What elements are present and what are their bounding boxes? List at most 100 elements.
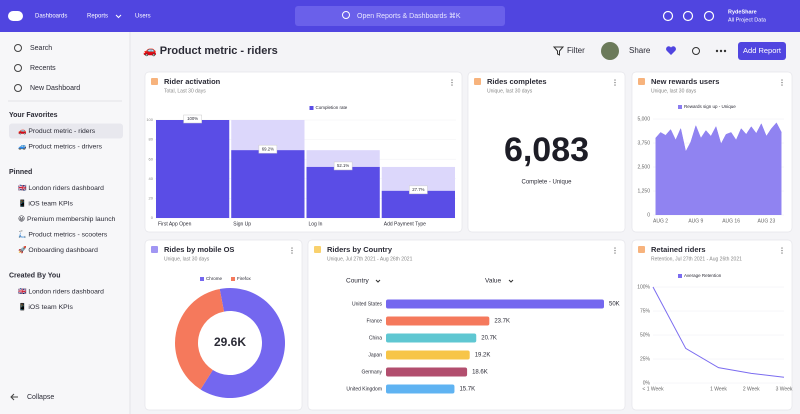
- center-label: 29.6K: [214, 335, 246, 349]
- card-subtitle: Total, Last 30 days: [164, 88, 206, 94]
- sidebar-icon: [14, 64, 22, 72]
- column-header[interactable]: Value: [485, 278, 502, 285]
- legend-label: Rewards sign up - Unique: [684, 104, 736, 109]
- country-label: China: [369, 335, 382, 341]
- sidebar-section-title: Pinned: [9, 169, 32, 176]
- sidebar-item[interactable]: 🛴 Product metrics - scooters: [18, 229, 108, 238]
- y-tick-label: 75%: [640, 308, 651, 314]
- value-label: 19.2K: [475, 353, 491, 359]
- x-tick-label: 1 Week: [710, 386, 727, 392]
- line: [652, 286, 785, 378]
- column-header[interactable]: Country: [346, 278, 370, 285]
- sidebar: [0, 32, 130, 414]
- sidebar-item[interactable]: 📱 iOS team KPIs: [18, 198, 74, 207]
- card-icon: [474, 78, 481, 85]
- card-title: Rider activation: [164, 77, 221, 86]
- sidebar-section-title: Your Favorites: [9, 112, 58, 119]
- sidebar-item[interactable]: 😀 Premium membership launch: [18, 215, 116, 223]
- x-tick-label: Log In: [309, 221, 323, 227]
- sidebar-item[interactable]: 📱 iOS team KPIs: [18, 302, 74, 311]
- bar: [386, 367, 468, 377]
- add-report-label: Add Report: [743, 46, 782, 55]
- sidebar-item[interactable]: 🚀 Onboarding dashboard: [18, 245, 98, 254]
- nav-link[interactable]: Users: [135, 14, 151, 20]
- number-caption: Complete - Unique: [521, 180, 572, 186]
- y-tick-label: 0: [151, 215, 154, 220]
- value-label: 50K: [609, 302, 620, 308]
- bar: [386, 333, 477, 343]
- y-tick-label: 0%: [643, 380, 651, 386]
- org-name: RydeShare: [728, 9, 757, 15]
- value-label: 15.7K: [459, 387, 475, 393]
- country-label: United Kingdom: [346, 386, 382, 392]
- share-button[interactable]: Share: [629, 46, 651, 55]
- add-report-button[interactable]: [738, 42, 786, 60]
- value-label-box: [183, 114, 202, 124]
- nav-icon[interactable]: [703, 10, 715, 22]
- y-tick-label: 0: [647, 212, 650, 218]
- more-dot[interactable]: [715, 49, 719, 53]
- sidebar-item[interactable]: 🇬🇧 London riders dashboard: [18, 287, 104, 295]
- x-tick-label: First App Open: [158, 221, 192, 227]
- sidebar-item[interactable]: 🇬🇧 London riders dashboard: [18, 184, 104, 192]
- selected-item: [9, 123, 123, 139]
- dashboard-title: 🚗 Product metric - riders: [143, 45, 278, 57]
- legend-label: Firefox: [237, 276, 252, 281]
- value-label: 18.6K: [472, 370, 488, 376]
- nav-icon[interactable]: [682, 10, 694, 22]
- y-tick-label: 1,250: [637, 188, 650, 194]
- x-tick-label: 3 Week: [776, 386, 793, 392]
- y-tick-label: 100: [146, 117, 153, 122]
- collapse-icon: [10, 393, 18, 401]
- y-tick-label: 40: [149, 176, 154, 181]
- sidebar-action[interactable]: New Dashboard: [30, 85, 80, 92]
- search-placeholder: Open Reports & Dashboards ⌘K: [357, 12, 461, 20]
- filter-icon: [552, 46, 565, 56]
- y-tick-label: 3,750: [637, 140, 650, 146]
- more-dot[interactable]: [719, 49, 723, 53]
- x-tick-label: AUG 9: [688, 218, 703, 224]
- legend-swatch: [231, 277, 235, 281]
- card-title: Rides completes: [487, 77, 547, 86]
- sidebar-icon: [14, 84, 22, 92]
- project-name: All Project Data: [728, 17, 767, 23]
- nav-icon[interactable]: [662, 10, 674, 22]
- sidebar-item[interactable]: 🚙 Product metrics - drivers: [18, 143, 103, 150]
- filter-button[interactable]: Filter: [567, 46, 585, 55]
- x-tick-label: AUG 2: [653, 218, 668, 224]
- card: [631, 239, 793, 411]
- country-label: France: [366, 318, 382, 324]
- legend-swatch: [309, 106, 314, 110]
- column-caret: [508, 279, 514, 283]
- x-tick-label: < 1 Week: [642, 386, 664, 392]
- value-label: 100%: [187, 116, 198, 121]
- value-label-box: [258, 144, 278, 154]
- bar: [381, 190, 455, 218]
- x-tick-label: Add Payment Type: [384, 221, 426, 227]
- avatar: [601, 42, 619, 60]
- bar: [386, 316, 490, 326]
- value-label: 23.7K: [494, 319, 510, 325]
- sidebar-action[interactable]: Search: [30, 45, 52, 52]
- value-label: 27.7%: [412, 187, 424, 192]
- card-title: Retained riders: [651, 245, 706, 254]
- favorite-icon[interactable]: [666, 46, 676, 55]
- nav-link[interactable]: Reports: [87, 14, 108, 20]
- sidebar-item[interactable]: 🚗 Product metric - riders: [18, 128, 96, 135]
- legend-swatch: [200, 277, 204, 281]
- collapse[interactable]: Collapse: [27, 394, 54, 401]
- x-tick-label: 2 Week: [743, 386, 760, 392]
- sidebar-icon: [14, 44, 22, 52]
- sidebar-action[interactable]: Recents: [30, 65, 56, 72]
- x-tick-label: AUG 16: [722, 218, 740, 224]
- more-dot[interactable]: [723, 49, 727, 53]
- search-box[interactable]: [295, 6, 505, 26]
- x-tick-label: AUG 23: [757, 218, 775, 224]
- nav-link[interactable]: Dashboards: [35, 14, 67, 20]
- bar: [231, 150, 305, 218]
- card-icon: [314, 246, 321, 253]
- value-label-box: [333, 161, 353, 171]
- link-icon[interactable]: [692, 47, 700, 55]
- bar: [386, 299, 604, 309]
